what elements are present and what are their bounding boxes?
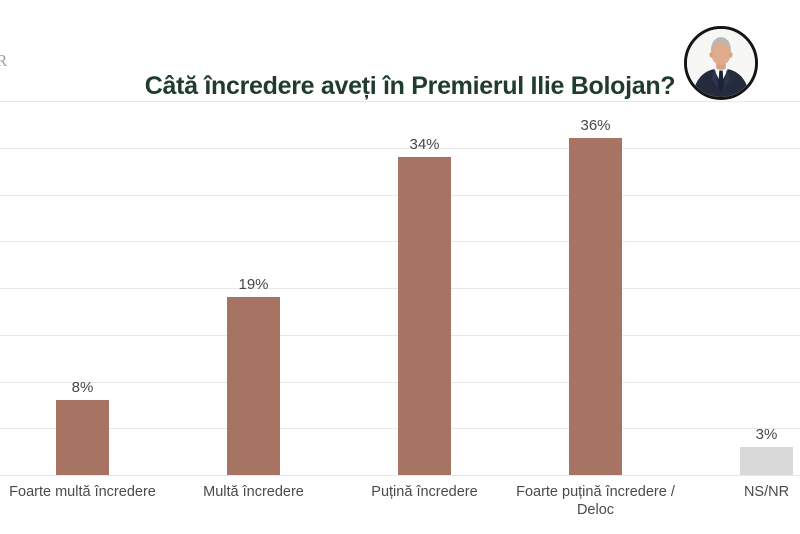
chart-title: Câtă încredere aveți în Premierul Ilie B… — [144, 71, 676, 100]
person-portrait-icon — [687, 29, 755, 97]
bar-value-label: 36% — [580, 117, 611, 135]
avatar — [684, 26, 758, 100]
gridline — [0, 101, 800, 102]
bar-2 — [227, 297, 280, 475]
bar-value-label: 19% — [238, 276, 269, 294]
bar-4 — [569, 138, 622, 475]
x-axis-labels: Foarte multă încredere Multă încredere Puț… — [0, 483, 800, 523]
x-axis-label: Puțină încredere — [371, 484, 478, 500]
bar-chart-plot-area: 8% 19% 34% 36% 3% — [0, 101, 800, 476]
bar-1 — [56, 400, 109, 475]
x-axis-label: Foarte puțină încredere / Deloc — [516, 484, 675, 518]
bar-5 — [740, 446, 793, 475]
gridline — [0, 147, 800, 149]
bar-value-label: 8% — [71, 379, 94, 397]
watermark-letter-r: R — [0, 51, 8, 70]
bar-value-label: 3% — [755, 425, 778, 443]
x-axis-label: Foarte multă încredere — [9, 484, 156, 500]
gridline — [0, 475, 800, 476]
bar-3 — [398, 157, 451, 475]
bar-value-label: 34% — [409, 136, 440, 154]
x-axis-label: NS/NR — [743, 484, 790, 500]
x-axis-label: Multă încredere — [203, 484, 304, 500]
